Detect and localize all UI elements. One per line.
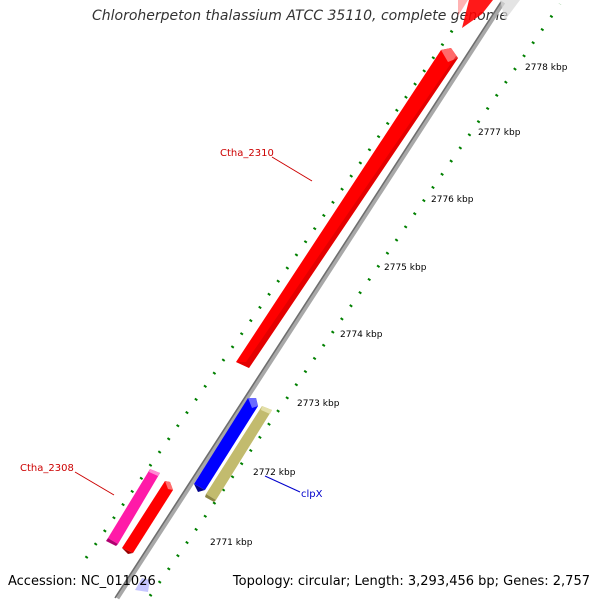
gene-label-ctha-2308: Ctha_2308 — [20, 463, 74, 474]
gene-ctha-2308[interactable] — [106, 469, 160, 546]
tick-labels: 2771 kbp 2772 kbp 2773 kbp 2774 kbp 2775… — [210, 63, 568, 548]
map-title: Chloroherpeton thalassium ATCC 35110, co… — [92, 8, 508, 24]
tick-label-2776: 2776 kbp — [431, 195, 474, 205]
outer-dotted-scale — [148, 3, 562, 597]
tick-label-2773: 2773 kbp — [297, 399, 340, 409]
gene-ctha-2310[interactable] — [236, 48, 458, 368]
gene-label-clpx: clpX — [301, 489, 323, 500]
tick-label-2774: 2774 kbp — [340, 330, 383, 340]
gene-red-small[interactable] — [122, 481, 173, 554]
tick-label-2771: 2771 kbp — [210, 538, 253, 548]
accession-text: Accession: NC_011026 — [8, 574, 156, 589]
label-leaders — [74, 156, 313, 496]
tick-label-2772: 2772 kbp — [253, 468, 296, 478]
genome-backbone — [114, 0, 506, 600]
tick-label-2778: 2778 kbp — [525, 63, 568, 73]
genome-summary-text: Topology: circular; Length: 3,293,456 bp… — [232, 574, 590, 589]
gene-fragment-top — [458, 0, 520, 28]
tick-label-2775: 2775 kbp — [384, 263, 427, 273]
feature-lavender — [135, 578, 150, 592]
tick-label-2777: 2777 kbp — [478, 128, 521, 138]
gene-labels: Ctha_2310 Ctha_2308 clpX — [20, 148, 323, 500]
gene-olive[interactable] — [205, 406, 272, 502]
gene-label-ctha-2310: Ctha_2310 — [220, 148, 274, 159]
gene-clpx[interactable] — [194, 398, 258, 492]
